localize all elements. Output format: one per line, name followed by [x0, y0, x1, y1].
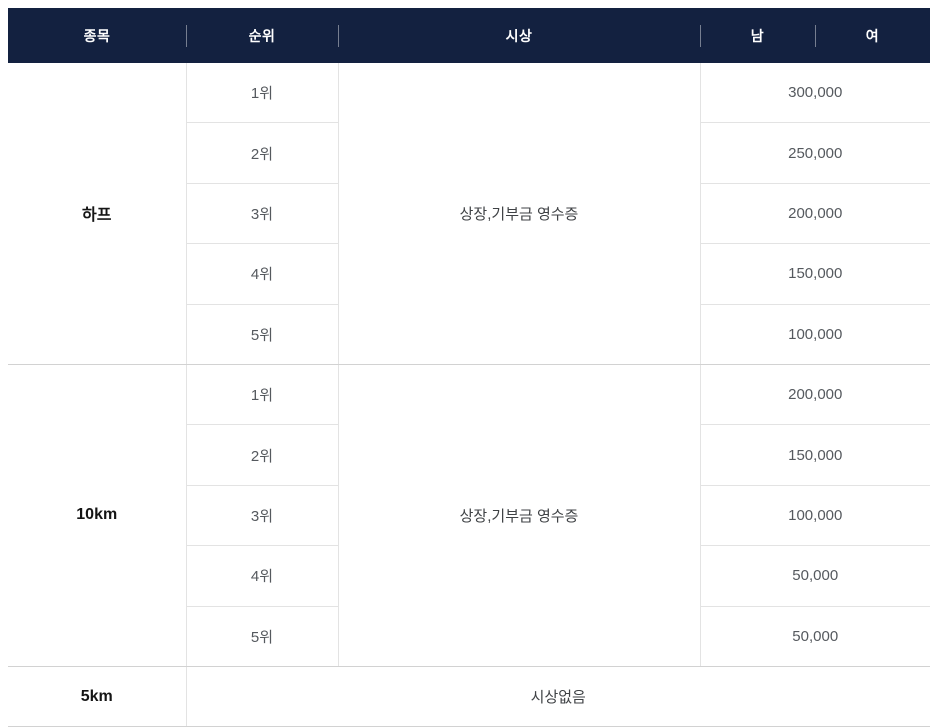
prize-cell: 150,000	[699, 424, 930, 486]
prize-cell: 100,000	[699, 485, 930, 547]
table-row: 5위 50,000	[8, 606, 930, 667]
table-row: 3위 100,000	[8, 485, 930, 547]
award-cell: 상장,기부금 영수증	[337, 364, 700, 667]
event-cell: 10km	[8, 364, 186, 667]
prize-cell: 200,000	[699, 183, 930, 245]
table-row: 하프 1위 상장,기부금 영수증 300,000	[8, 63, 930, 365]
award-cell: 상장,기부금 영수증	[337, 63, 700, 365]
table-row: 2위 250,000	[8, 122, 930, 184]
table-row: 10km 1위 상장,기부금 영수증 200,000	[8, 364, 930, 667]
prize-cell: 150,000	[699, 243, 930, 305]
event-cell: 5km	[8, 666, 186, 727]
rank-cell: 5위	[185, 304, 338, 365]
header-cell-event: 종목	[8, 8, 186, 63]
prize-table-container: 종목 순위 시상 남 여 하프 1위 상장,기부금 영수증 300,000 2위 250,…	[8, 8, 930, 727]
rank-cell: 2위	[185, 424, 338, 486]
rank-cell: 1위	[185, 63, 338, 124]
rank-cell: 5위	[185, 606, 338, 667]
table-row: 5위 100,000	[8, 304, 930, 365]
rank-cell: 2위	[185, 122, 338, 184]
prize-cell: 100,000	[699, 304, 930, 365]
header-cell-award: 시상	[338, 8, 700, 63]
rank-cell: 4위	[185, 545, 338, 607]
prize-cell: 250,000	[699, 122, 930, 184]
rank-cell: 3위	[185, 485, 338, 547]
rank-cell: 1위	[185, 364, 338, 426]
table-row: 5km 시상없음	[8, 666, 930, 727]
prize-cell: 200,000	[699, 364, 930, 426]
table-row: 4위 50,000	[8, 545, 930, 607]
table-row: 2위 150,000	[8, 424, 930, 486]
table-header-row: 종목 순위 시상 남 여	[8, 8, 930, 63]
rank-cell: 4위	[185, 243, 338, 305]
award-cell: 시상없음	[185, 666, 930, 727]
table-row: 4위 150,000	[8, 243, 930, 305]
event-cell: 하프	[8, 63, 186, 365]
prize-table-body: 하프 1위 상장,기부금 영수증 300,000 2위 250,000 3위 200,000 4…	[8, 63, 930, 727]
header-cell-male: 남	[700, 8, 815, 63]
header-cell-rank: 순위	[186, 8, 338, 63]
table-row: 3위 200,000	[8, 183, 930, 245]
rank-cell: 3위	[185, 183, 338, 245]
prize-cell: 50,000	[699, 545, 930, 607]
prize-cell: 50,000	[699, 606, 930, 667]
prize-table: 종목 순위 시상 남 여 하프 1위 상장,기부금 영수증 300,000 2위 250,…	[8, 8, 930, 727]
header-cell-female: 여	[815, 8, 930, 63]
prize-cell: 300,000	[699, 63, 930, 124]
